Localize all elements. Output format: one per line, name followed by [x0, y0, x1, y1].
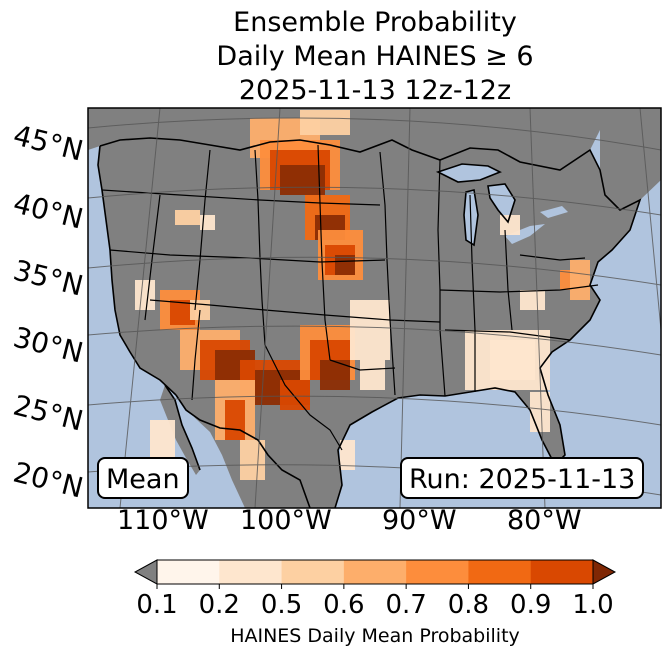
colorbar-bin-0	[157, 560, 220, 584]
probability-patch	[240, 440, 265, 480]
lon-label-90: 90°W	[382, 505, 457, 536]
colorbar-bin-4	[406, 560, 469, 584]
colorbar-tick-label: 0.1	[136, 590, 178, 620]
colorbar-tick-label: 1.0	[572, 590, 614, 620]
probability-patch	[490, 340, 535, 380]
colorbar-tick-label: 0.8	[447, 590, 490, 620]
probability-patch	[350, 300, 390, 360]
lon-label-110: 110°W	[117, 505, 209, 536]
lake-huron	[488, 184, 515, 222]
colorbar-title: HAINES Daily Mean Probability	[230, 625, 520, 647]
colorbar-bin-2	[281, 560, 345, 584]
colorbar-tick-label: 0.7	[385, 590, 427, 620]
colorbar-over-arrow	[592, 559, 617, 585]
probability-patch	[335, 255, 355, 275]
colorbar-bin-1	[219, 560, 283, 584]
probability-patch	[175, 210, 200, 225]
coastlines	[97, 137, 642, 508]
title-line-3: 2025-11-13 12z-12z	[238, 75, 512, 106]
lake-ontario	[540, 206, 568, 218]
mean-label: Mean	[97, 457, 189, 499]
lon-label-100: 100°W	[240, 505, 332, 536]
canada-east-land	[600, 108, 661, 210]
probability-patch	[530, 392, 550, 432]
probability-patch	[225, 400, 245, 440]
colorbar-bin-5	[468, 560, 532, 584]
probability-patch	[150, 420, 175, 460]
colorbar	[133, 559, 617, 589]
run-label: Run: 2025-11-13	[400, 457, 645, 499]
title-line-2: Daily Mean HAINES ≥ 6	[216, 41, 534, 72]
probability-patch	[520, 290, 545, 310]
lon-label-80: 80°W	[507, 505, 582, 536]
probability-patch	[300, 110, 350, 135]
colorbar-under-arrow	[133, 559, 158, 585]
probability-patch	[570, 260, 590, 300]
map-frame	[87, 107, 662, 509]
colorbar-tick-label: 0.5	[260, 590, 303, 620]
colorbar-tick-label: 0.9	[510, 590, 552, 620]
colorbar-tick-label: 0.6	[323, 590, 365, 620]
colorbar-bin-6	[530, 560, 594, 584]
probability-fill	[135, 110, 590, 480]
baja-land	[160, 385, 200, 475]
probability-patch	[340, 440, 355, 470]
colorbar-frame	[156, 559, 594, 585]
canada-land	[88, 108, 600, 170]
probability-patch	[135, 280, 155, 310]
probability-patch	[360, 360, 385, 390]
colorbar-tick-label: 0.2	[198, 590, 240, 620]
title-line-1: Ensemble Probability	[233, 7, 517, 38]
probability-patch	[320, 360, 350, 390]
probability-patch	[280, 165, 325, 195]
colorbar-bin-3	[343, 560, 407, 584]
